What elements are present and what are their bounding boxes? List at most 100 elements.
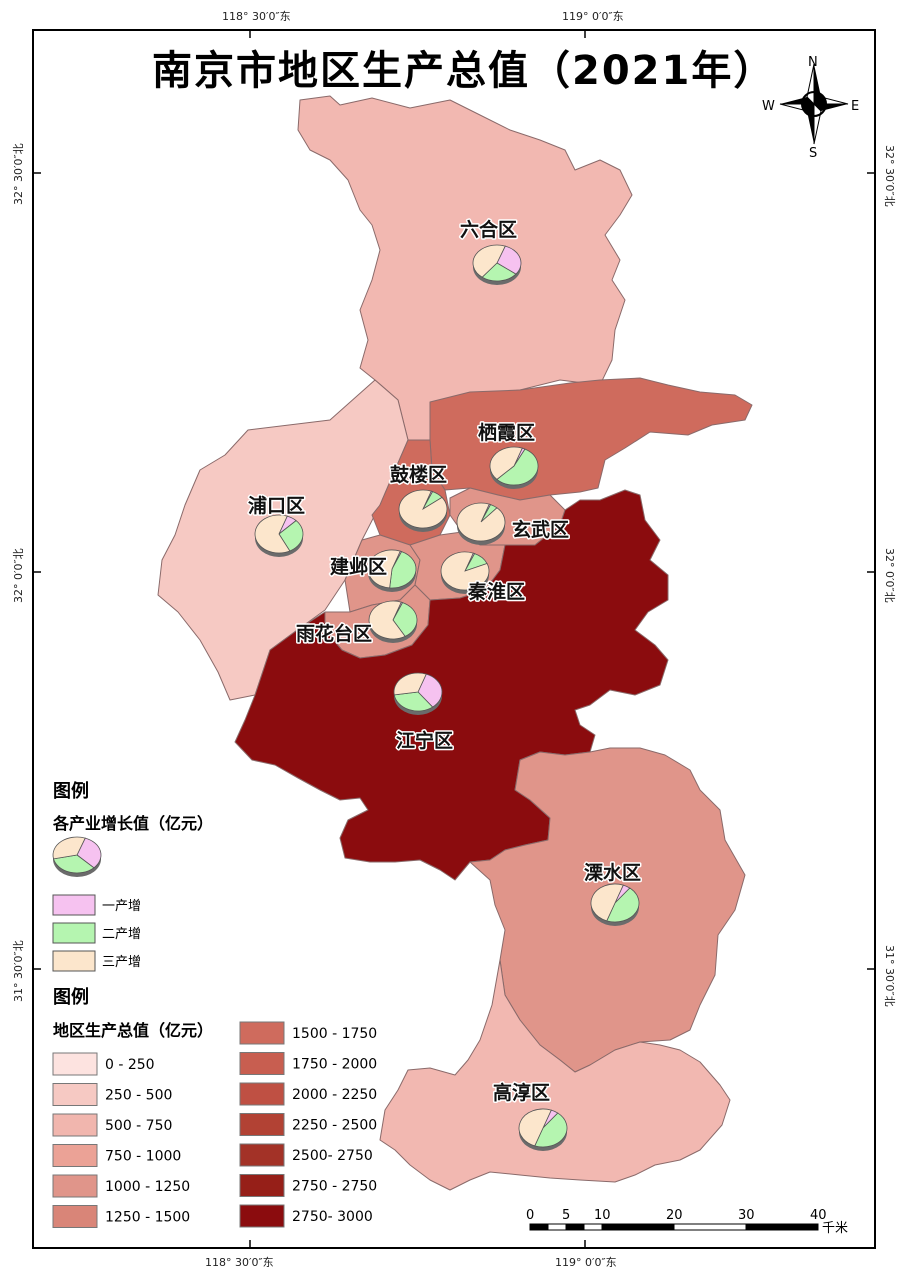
coord-top-right: 119° 0′0″东: [562, 10, 624, 23]
coord-bottom-left: 118° 30′0″东: [205, 1256, 274, 1269]
legend-item-third: 三产增: [102, 955, 141, 970]
pie-legend-sample-slice: [52, 836, 86, 860]
legend-gdp-left-label: 250 - 500: [105, 1088, 172, 1104]
coord-right-top: 32° 30′0″北: [883, 145, 896, 207]
legend-gdp-right-swatch: [239, 1174, 285, 1197]
scale-tick-10: 10: [594, 1208, 611, 1223]
legend-gdp-left-swatch: [52, 1205, 98, 1228]
pie-jiangning: [393, 672, 443, 715]
legend-gdp-left-swatch: [52, 1113, 98, 1137]
district-label-qinhuai: 秦淮区: [467, 580, 525, 603]
pie-yuhuatai: [368, 600, 418, 643]
pie-legend-sample-slice: [76, 837, 102, 869]
legend-gdp-right-label: 2750 - 2750: [292, 1179, 377, 1195]
pie-xuanwu: [456, 502, 506, 545]
district-label-qixia: 栖霞区: [478, 421, 535, 444]
scale-tick-0: 0: [526, 1208, 534, 1223]
district-label-jiangning: 江宁区: [396, 729, 453, 752]
district-jiangning[interactable]: [234, 489, 669, 881]
legend-gdp-left-label: 1000 - 1250: [105, 1179, 190, 1195]
legend-pie-heading: 图例: [53, 780, 89, 802]
legend-pie-subtitle: 各产业增长值（亿元）: [52, 814, 213, 833]
legend-gdp-right-label: 2250 - 2500: [292, 1118, 377, 1134]
pie-jiangning-slice: [393, 691, 434, 712]
legend-swatch-second: [52, 922, 96, 944]
legend-gdp-right-label: 2500- 2750: [292, 1148, 373, 1164]
scale-tick-20: 20: [666, 1208, 683, 1223]
coord-right-mid: 32° 0′0″北: [883, 548, 896, 603]
coord-right-bot: 31° 30′0″北: [883, 945, 896, 1007]
map-title: 南京市地区生产总值（2021年）: [152, 48, 775, 94]
legend-gdp-heading: 图例: [53, 986, 89, 1008]
pie-liuhe-slice: [481, 262, 517, 282]
legend-pie-sample: [52, 836, 102, 877]
pie-liuhe-slice: [496, 245, 522, 275]
legend-gdp-left-label: 750 - 1000: [105, 1149, 181, 1165]
pie-yuhuatai-slice: [368, 600, 406, 640]
pie-legend-sample-slice: [53, 854, 95, 874]
pie-lishui-slice: [590, 883, 624, 922]
district-label-xuanwu: 玄武区: [512, 518, 569, 541]
legend-gdp-left-label: 500 - 750: [105, 1118, 172, 1134]
legend-item-first: 一产增: [102, 899, 141, 914]
pie-legend-sample: [52, 836, 102, 877]
legend-gdp-right-label: 2000 - 2250: [292, 1087, 377, 1103]
legend-gdp-right-label: 1750 - 2000: [292, 1057, 377, 1073]
legend-gdp-left-label: 1250 - 1500: [105, 1210, 190, 1226]
legend-gdp-right-swatch: [239, 1052, 285, 1075]
district-label-yuhuatai: 雨花台区: [296, 622, 372, 645]
district-label-gaochun: 高淳区: [493, 1081, 550, 1104]
pie-gaochun-slice: [518, 1108, 552, 1147]
legend-gdp-right-label: 2750- 3000: [292, 1209, 373, 1225]
coord-left-top: 32° 30′0″北: [12, 143, 25, 205]
pie-qixia-slice: [496, 448, 539, 486]
district-label-gulou: 鼓楼区: [390, 463, 447, 486]
compass-n: N: [808, 55, 818, 70]
legend-gdp-left-swatch: [52, 1083, 98, 1106]
pie-jiangning-slice: [393, 672, 427, 696]
coord-left-mid: 32° 0′0″北: [12, 548, 25, 603]
graticule-ticks: [33, 30, 875, 1248]
legend-gdp-right-swatch: [239, 1143, 285, 1167]
legend-gdp-subtitle: 地区生产总值（亿元）: [53, 1021, 213, 1040]
compass-s: S: [809, 146, 817, 161]
legend-gdp-right-swatch: [239, 1021, 285, 1045]
pie-jianye-slice: [367, 549, 401, 589]
pie-qixia: [489, 446, 539, 489]
district-gaochun[interactable]: [379, 959, 731, 1191]
legend-swatch-first: [52, 894, 96, 916]
legend-gdp-right-swatch: [239, 1082, 285, 1106]
pie-xuanwu-slice: [456, 502, 506, 542]
pie-gulou: [398, 489, 448, 532]
compass-w: W: [762, 99, 775, 114]
legend-item-second: 二产增: [102, 927, 141, 942]
pie-qinhuai: [440, 551, 490, 594]
district-polygons: [157, 95, 753, 1191]
district-liuhe[interactable]: [297, 95, 633, 441]
pie-symbols: [254, 244, 640, 1151]
district-label-lishui: 溧水区: [584, 861, 641, 884]
scale-tick-40: 40: [810, 1208, 827, 1223]
pie-jianye-slice: [389, 551, 417, 589]
district-label-jianye: 建邺区: [330, 555, 387, 578]
north-arrow-icon: [779, 63, 849, 145]
legend-gdp-right-label: 1500 - 1750: [292, 1026, 377, 1042]
pie-pukou: [254, 514, 304, 557]
pie-jiangning-slice: [417, 673, 443, 708]
pie-pukou-slice: [254, 514, 291, 554]
legend-gdp-left: 0 - 250 250 - 500 500 - 750 750 - 1000 1000 …: [52, 1052, 190, 1228]
coord-top-left: 118° 30′0″东: [222, 10, 291, 23]
pie-lishui: [590, 883, 640, 926]
scale-tick-30: 30: [738, 1208, 755, 1223]
legend-gdp-left-swatch: [52, 1052, 98, 1076]
legend-gdp-left-swatch: [52, 1174, 98, 1198]
district-label-pukou: 浦口区: [248, 494, 305, 517]
scale-tick-5: 5: [562, 1208, 570, 1223]
pie-qinhuai-slice: [440, 551, 490, 591]
pie-gaochun-slice: [534, 1112, 568, 1148]
pie-liuhe-slice: [472, 244, 506, 278]
legend-gdp-right: 1500 - 1750 1750 - 2000 2000 - 2250 2250 - …: [239, 1021, 377, 1228]
compass-e: E: [851, 99, 859, 114]
pie-gaochun: [518, 1108, 568, 1151]
